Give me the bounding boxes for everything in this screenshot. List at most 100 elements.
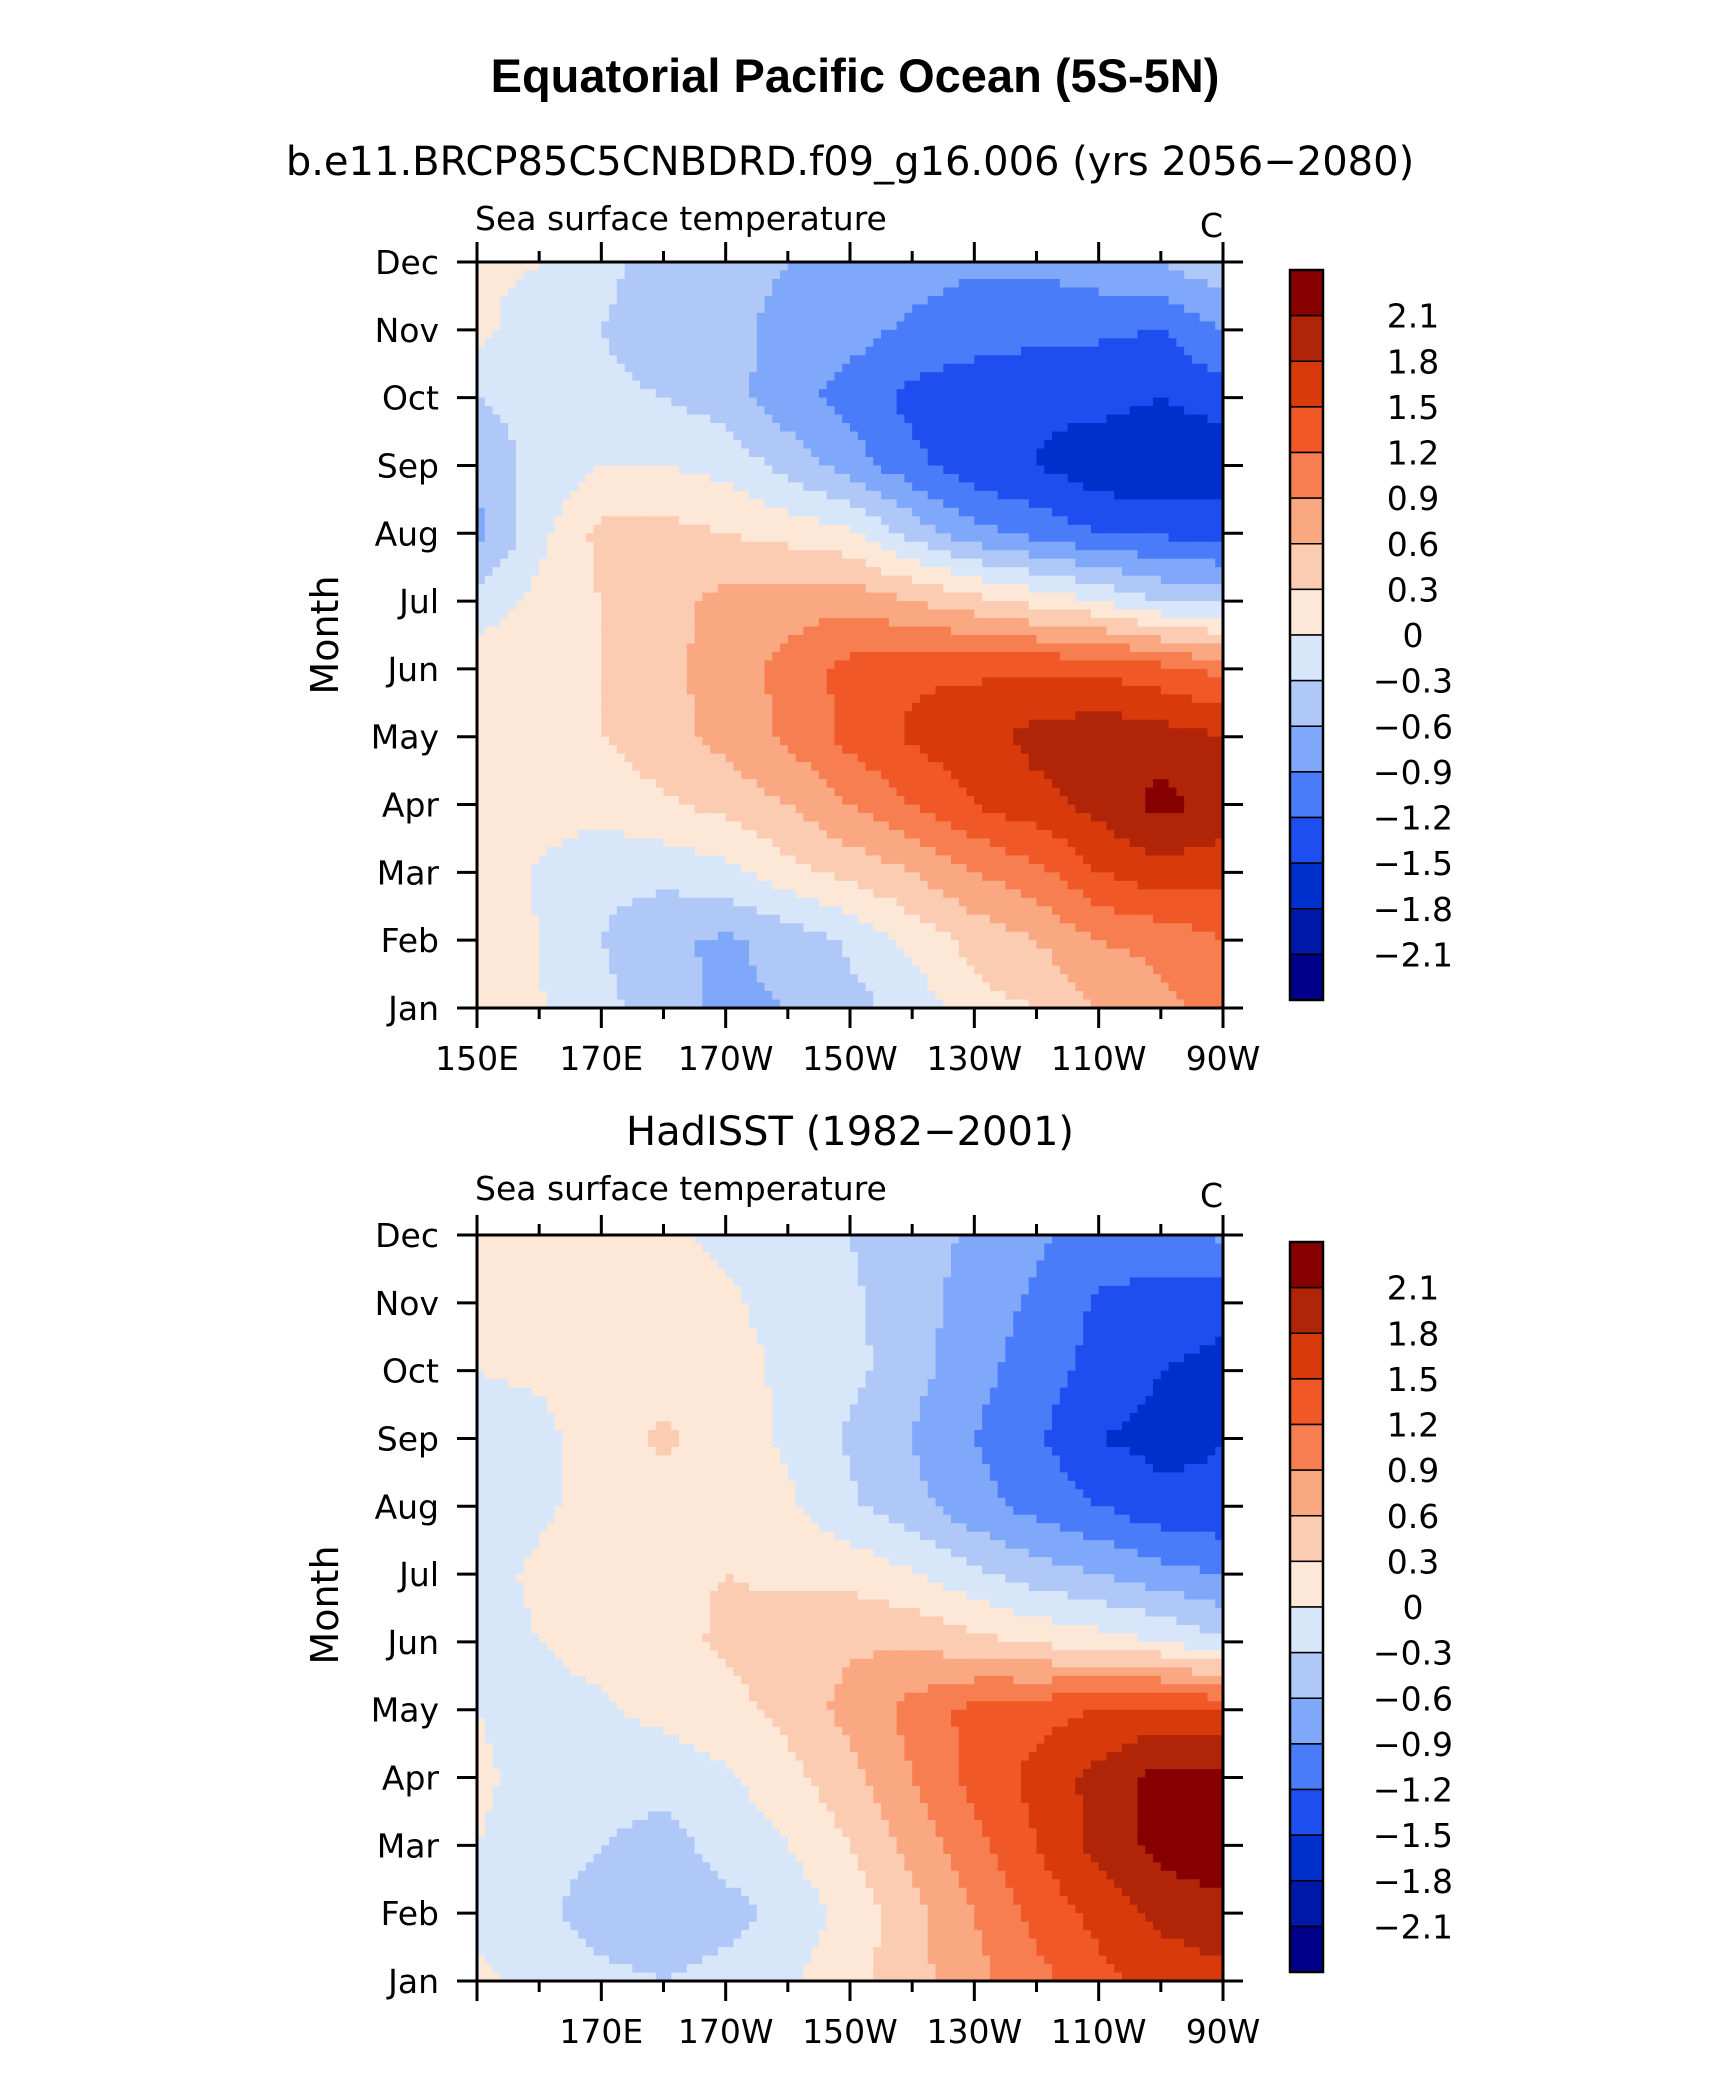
heatmap-cell: [547, 593, 555, 602]
heatmap-cell: [578, 643, 586, 652]
heatmap-cell: [741, 491, 749, 500]
heatmap-cell: [695, 457, 703, 466]
heatmap-cell: [920, 542, 928, 551]
heatmap-cell: [726, 347, 734, 356]
heatmap-cell: [1091, 304, 1099, 313]
heatmap-cell: [850, 669, 858, 678]
heatmap-cell: [648, 593, 656, 602]
heatmap-cell: [1153, 584, 1161, 593]
heatmap-cell: [695, 694, 703, 703]
heatmap-cell: [982, 559, 990, 568]
heatmap-cell: [788, 576, 796, 585]
heatmap-cell: [1207, 321, 1215, 330]
heatmap-cell: [671, 643, 679, 652]
heatmap-cell: [1029, 559, 1037, 568]
heatmap-cell: [1021, 279, 1029, 288]
heatmap-cell: [710, 516, 718, 525]
heatmap-cell: [594, 584, 602, 593]
heatmap-cell: [959, 499, 967, 508]
heatmap-cell: [967, 440, 975, 449]
heatmap-cell: [741, 559, 749, 568]
heatmap-cell: [959, 584, 967, 593]
heatmap-cell: [578, 279, 586, 288]
heatmap-cell: [850, 618, 858, 627]
heatmap-cell: [625, 449, 633, 458]
heatmap-cell: [733, 567, 741, 576]
heatmap-cell: [601, 398, 609, 407]
heatmap-cell: [796, 533, 804, 542]
heatmap-cell: [920, 270, 928, 279]
heatmap-cell: [959, 491, 967, 500]
heatmap-cell: [1005, 330, 1013, 339]
heatmap-cell: [749, 364, 757, 373]
heatmap-cell: [850, 423, 858, 432]
heatmap-cell: [1200, 652, 1208, 661]
heatmap-cell: [1037, 550, 1045, 559]
heatmap-cell: [827, 330, 835, 339]
heatmap-cell: [1060, 338, 1068, 347]
heatmap-cell: [850, 287, 858, 296]
heatmap-cell: [959, 338, 967, 347]
heatmap-cell: [904, 330, 912, 339]
heatmap-cell: [1099, 491, 1107, 500]
heatmap-cell: [733, 465, 741, 474]
heatmap-cell: [866, 508, 874, 517]
heatmap-cell: [928, 398, 936, 407]
heatmap-cell: [640, 669, 648, 678]
heatmap-cell: [524, 270, 532, 279]
heatmap-cell: [586, 643, 594, 652]
heatmap-cell: [516, 415, 524, 424]
heatmap-cell: [1029, 593, 1037, 602]
heatmap-cell: [547, 389, 555, 398]
heatmap-cell: [788, 406, 796, 415]
heatmap-cell: [640, 533, 648, 542]
heatmap-cell: [1060, 669, 1068, 678]
heatmap-cell: [1184, 406, 1192, 415]
heatmap-cell: [632, 389, 640, 398]
heatmap-cell: [1122, 415, 1130, 424]
heatmap-cell: [1060, 567, 1068, 576]
heatmap-cell: [1184, 618, 1192, 627]
heatmap-cell: [1013, 364, 1021, 373]
heatmap-cell: [562, 516, 570, 525]
heatmap-cell: [1068, 355, 1076, 364]
heatmap-cell: [609, 567, 617, 576]
heatmap-cell: [1122, 398, 1130, 407]
heatmap-cell: [1083, 287, 1091, 296]
heatmap-cell: [881, 618, 889, 627]
heatmap-cell: [819, 423, 827, 432]
heatmap-cell: [578, 330, 586, 339]
heatmap-cell: [1052, 423, 1060, 432]
heatmap-cell: [834, 389, 842, 398]
heatmap-cell: [1169, 287, 1177, 296]
heatmap-cell: [834, 550, 842, 559]
heatmap-cell: [508, 627, 516, 636]
heatmap-cell: [827, 677, 835, 686]
heatmap-cell: [1161, 338, 1169, 347]
heatmap-cell: [524, 593, 532, 602]
heatmap-cell: [772, 372, 780, 381]
heatmap-cell: [726, 304, 734, 313]
heatmap-cell: [912, 347, 920, 356]
heatmap-cell: [640, 652, 648, 661]
heatmap-cell: [1083, 338, 1091, 347]
heatmap-cell: [765, 296, 773, 305]
heatmap-cell: [601, 270, 609, 279]
heatmap-cell: [1130, 347, 1138, 356]
heatmap-cell: [803, 296, 811, 305]
heatmap-cell: [508, 364, 516, 373]
heatmap-cell: [1021, 567, 1029, 576]
heatmap-cell: [570, 270, 578, 279]
heatmap-cell: [539, 669, 547, 678]
heatmap-cell: [842, 686, 850, 695]
heatmap-cell: [834, 355, 842, 364]
heatmap-cell: [772, 499, 780, 508]
heatmap-cell: [1083, 533, 1091, 542]
heatmap-cell: [998, 525, 1006, 534]
heatmap-cell: [648, 287, 656, 296]
heatmap-cell: [1184, 525, 1192, 534]
heatmap-cell: [516, 601, 524, 610]
heatmap-cell: [796, 296, 804, 305]
heatmap-cell: [935, 296, 943, 305]
heatmap-cell: [1138, 660, 1146, 669]
